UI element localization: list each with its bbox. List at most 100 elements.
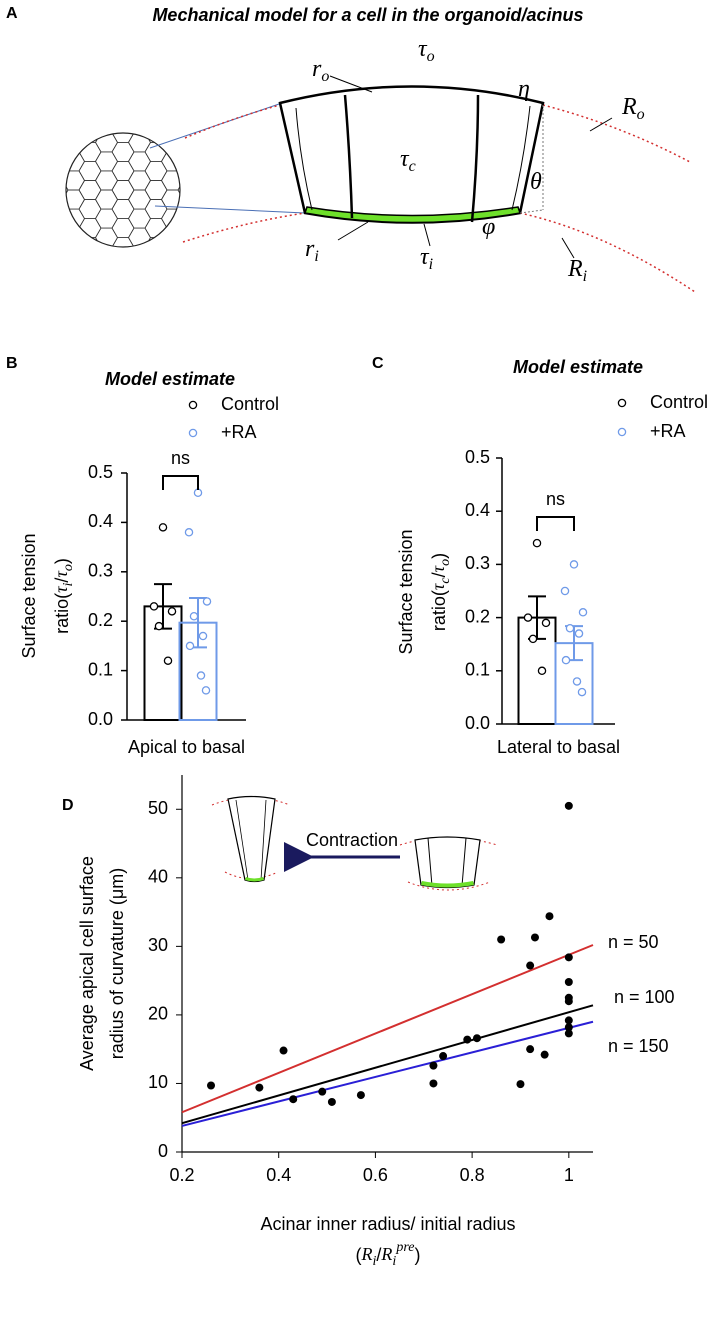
- sphere-cell: [13, 161, 35, 180]
- sphere-cell: [128, 151, 151, 172]
- sphere-cell: [30, 76, 52, 95]
- y-tick-label: 0.1: [88, 659, 113, 679]
- sphere-cell: [144, 142, 168, 162]
- model-symbol: τi: [420, 244, 433, 273]
- label-part: pre: [395, 1240, 414, 1255]
- data-point: [526, 1045, 535, 1054]
- y-tick-label: 0.1: [465, 660, 490, 680]
- data-point: [540, 1050, 549, 1059]
- sphere-cell: [63, 95, 85, 114]
- sphere-cell: [66, 142, 69, 162]
- y-tick-label: 0.5: [88, 462, 113, 482]
- sphere-cell: [78, 199, 102, 219]
- label-part: ): [429, 553, 449, 559]
- data-point: [497, 935, 506, 944]
- y-tick-label: 0.5: [465, 447, 490, 467]
- sphere-cell: [128, 170, 151, 191]
- sphere-cell: [195, 152, 217, 171]
- sphere-cell: [96, 76, 118, 95]
- legend-marker: [617, 427, 627, 437]
- contracted-walls: [235, 799, 267, 881]
- symbol-sub: o: [427, 48, 435, 65]
- label-part: /: [376, 1245, 381, 1265]
- sphere-cell: [112, 257, 134, 276]
- model-line: [181, 1020, 594, 1127]
- sphere-cell: [195, 95, 217, 114]
- sphere-cell: [79, 295, 101, 314]
- sphere-cell: [162, 76, 184, 95]
- sphere-cell: [211, 161, 233, 180]
- data-point: [564, 801, 573, 810]
- sphere-cell: [211, 85, 233, 104]
- sphere-cell: [178, 276, 200, 295]
- sphere-cell: [161, 246, 180, 247]
- data-point: [439, 1052, 448, 1061]
- sphere-cell: [211, 276, 233, 295]
- sphere-cell: [211, 142, 233, 161]
- model-symbol: ri: [305, 236, 319, 265]
- label-part: τ: [51, 586, 71, 593]
- sphere-cell: [66, 133, 85, 153]
- x-axis-title: (Ri/Ripre): [356, 1240, 421, 1269]
- y-axis-title: ratio(τi/τo): [51, 558, 76, 634]
- sphere-cell: [144, 180, 168, 200]
- sphere-cell: [30, 266, 52, 285]
- sphere-cell: [111, 161, 135, 181]
- y-tick-label: 0.4: [465, 500, 490, 520]
- initial-cell: [414, 836, 481, 889]
- sphere-cell: [30, 190, 52, 209]
- sphere-cell: [95, 133, 118, 134]
- y-tick-label: 0.3: [465, 553, 490, 573]
- label-part: i: [61, 582, 76, 586]
- sphere-cell: [30, 285, 52, 304]
- data-point: [185, 641, 195, 651]
- data-point: [198, 631, 208, 641]
- line-label: n = 50: [608, 932, 659, 952]
- data-point: [318, 1087, 327, 1096]
- data-point: [564, 1029, 573, 1038]
- sphere-cell: [144, 199, 168, 219]
- sphere-cell: [96, 95, 118, 114]
- panel-label: A: [6, 5, 18, 22]
- sphere-cell: [145, 66, 167, 85]
- data-point: [516, 1080, 525, 1089]
- sphere-cell: [30, 171, 52, 190]
- model-symbol: θ: [530, 169, 542, 195]
- x-tick-label: 0.8: [460, 1165, 485, 1185]
- sphere-cell: [66, 133, 85, 134]
- symbol-sub: i: [429, 256, 433, 273]
- sphere-cell: [95, 246, 118, 247]
- sphere-cell: [46, 295, 68, 314]
- sphere-cell: [111, 218, 135, 238]
- sphere-cell: [162, 266, 184, 285]
- sphere-cell: [46, 85, 68, 104]
- sphere-cell: [13, 142, 35, 161]
- data-point: [201, 686, 211, 695]
- sphere-cell: [66, 218, 69, 238]
- sphere-cell: [177, 180, 180, 200]
- sphere-cell: [79, 85, 101, 104]
- sphere-cell: [96, 266, 118, 285]
- sphere-cell: [30, 133, 52, 152]
- symbol: τ: [418, 36, 428, 62]
- y-tick-label: 10: [148, 1072, 168, 1092]
- label-part: τ: [428, 565, 448, 572]
- sphere-cell: [13, 104, 35, 123]
- data-point: [565, 623, 575, 633]
- sphere-cell: [129, 95, 151, 114]
- data-point: [569, 560, 579, 569]
- model-diagram: [13, 66, 696, 314]
- sphere-cell: [145, 85, 167, 104]
- data-point: [564, 997, 573, 1006]
- symbol: R: [567, 256, 583, 282]
- sphere-cell: [161, 133, 180, 134]
- data-point: [526, 961, 535, 970]
- y-axis-title: Surface tension: [396, 529, 416, 654]
- sphere-cell: [95, 151, 118, 172]
- sphere-cell: [13, 238, 35, 257]
- data-point: [530, 933, 539, 942]
- sphere-cell: [128, 246, 151, 247]
- sphere-cell: [13, 257, 35, 276]
- y-tick-label: 50: [148, 798, 168, 818]
- sphere-cell: [195, 266, 217, 285]
